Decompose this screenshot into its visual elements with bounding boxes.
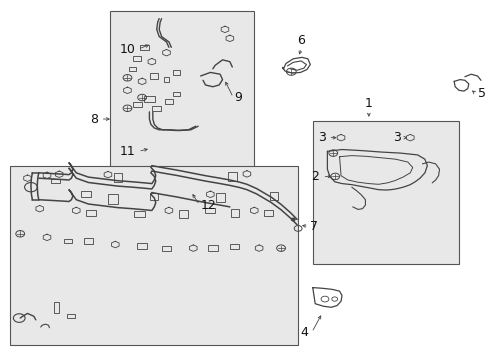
Bar	[108, 194, 118, 204]
Bar	[10, 166, 298, 345]
Circle shape	[291, 218, 295, 221]
Bar	[114, 173, 122, 182]
Bar	[54, 302, 59, 313]
Bar	[164, 99, 172, 104]
Bar	[172, 92, 179, 96]
Bar	[110, 12, 254, 167]
Bar	[144, 96, 155, 102]
Bar	[163, 77, 169, 82]
Bar	[312, 121, 458, 264]
Bar	[264, 210, 273, 216]
Bar	[134, 211, 145, 217]
Bar	[269, 192, 277, 200]
Text: 11: 11	[120, 145, 136, 158]
Bar	[230, 210, 238, 217]
Text: 4: 4	[300, 326, 307, 339]
Bar	[179, 210, 187, 218]
Bar	[150, 73, 158, 78]
Bar	[230, 244, 239, 249]
Bar	[172, 70, 179, 75]
Text: 12: 12	[200, 199, 216, 212]
Bar	[137, 243, 147, 249]
Bar	[215, 193, 224, 202]
Bar	[227, 172, 236, 181]
Bar	[86, 210, 96, 216]
Bar	[64, 239, 72, 243]
Bar	[150, 193, 158, 200]
Bar	[207, 245, 217, 251]
Bar	[205, 208, 215, 213]
Bar	[51, 179, 60, 183]
Text: 8: 8	[90, 113, 98, 126]
Text: 6: 6	[297, 34, 305, 47]
Text: 2: 2	[310, 170, 318, 183]
Text: 5: 5	[477, 87, 485, 100]
Bar	[129, 67, 136, 71]
Text: 10: 10	[120, 42, 136, 55]
Bar	[133, 55, 141, 60]
Bar	[140, 45, 149, 50]
Bar	[83, 238, 93, 244]
Bar	[152, 106, 161, 111]
Bar	[133, 102, 142, 107]
Text: 3: 3	[318, 131, 326, 144]
Bar	[81, 192, 91, 197]
Text: 9: 9	[234, 91, 242, 104]
Text: 3: 3	[392, 131, 400, 144]
Bar	[162, 246, 170, 251]
Text: 1: 1	[364, 97, 372, 110]
Text: 7: 7	[310, 220, 318, 233]
Bar	[67, 314, 75, 319]
